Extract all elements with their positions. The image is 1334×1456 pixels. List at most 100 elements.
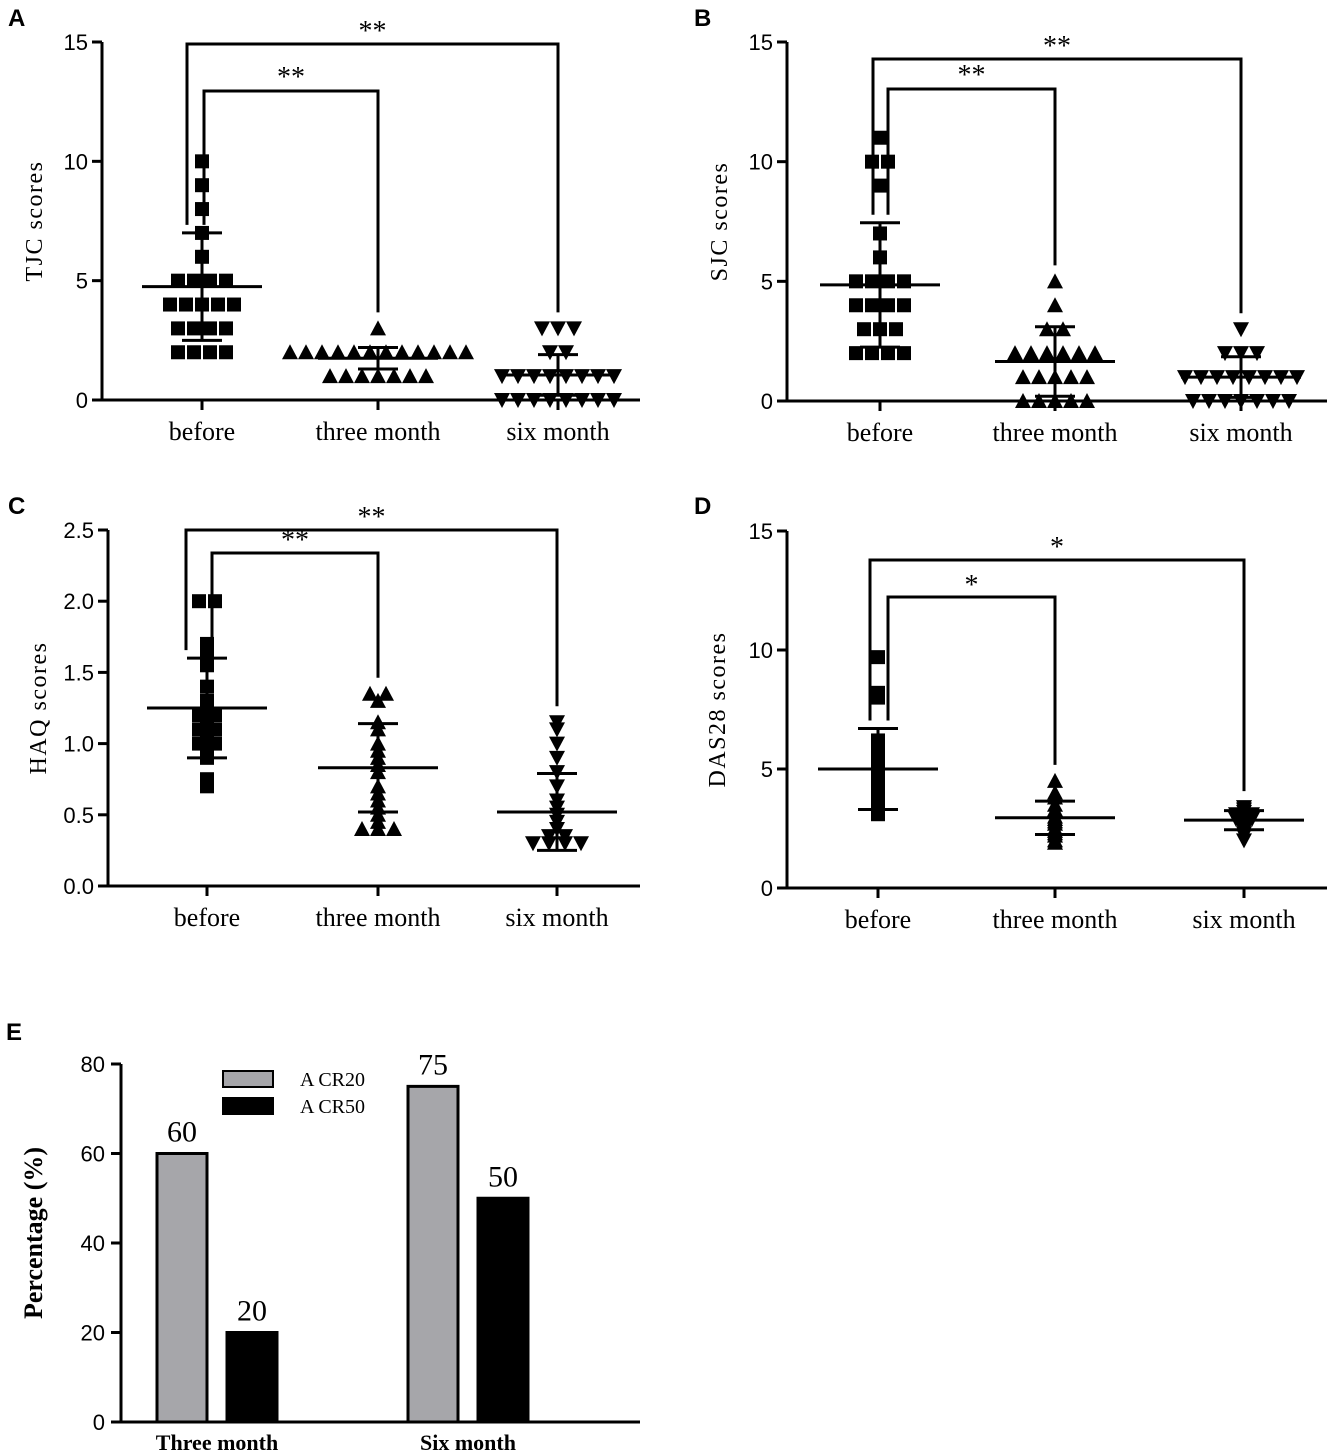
data-point [897, 298, 911, 313]
data-point [1071, 345, 1087, 361]
bar-value-label: 60 [167, 1116, 197, 1149]
x-tick-label: Six month [420, 1430, 516, 1455]
data-point [1047, 834, 1063, 850]
y-tick-label: 0 [93, 1410, 105, 1435]
data-point [192, 594, 206, 609]
y-axis-label: SJC scores [707, 162, 733, 282]
y-tick-label: 2.0 [63, 589, 94, 614]
data-point [314, 344, 330, 360]
data-point [211, 297, 225, 312]
data-point [494, 393, 510, 408]
data-point [525, 836, 541, 852]
data-point [442, 344, 458, 360]
bar [476, 1196, 530, 1424]
data-point [881, 298, 895, 313]
y-tick-label: 20 [81, 1321, 105, 1346]
data-point [558, 345, 574, 361]
data-point [542, 345, 558, 361]
data-point [195, 178, 209, 193]
data-point [574, 369, 590, 385]
x-tick-label: six month [1192, 905, 1295, 934]
bar-value-label: 20 [237, 1295, 267, 1328]
data-point [354, 821, 370, 837]
y-tick-label: 5 [761, 757, 773, 782]
data-point [1233, 322, 1249, 338]
data-point [1063, 393, 1079, 408]
data-point [1015, 393, 1031, 408]
bar-value-label: 50 [488, 1160, 518, 1193]
y-axis-label: TJC scores [22, 161, 48, 282]
data-point [1233, 346, 1249, 362]
data-point [370, 821, 386, 837]
x-tick-label: before [845, 905, 911, 934]
data-point [378, 685, 394, 701]
y-tick-label: 15 [749, 30, 773, 55]
bar-value-label: 75 [418, 1048, 448, 1081]
data-point [849, 346, 863, 361]
data-point [1047, 393, 1063, 408]
data-point [549, 722, 565, 738]
data-point [386, 821, 402, 837]
data-point [881, 346, 895, 361]
data-point [370, 692, 386, 708]
significance-label: ** [958, 60, 986, 91]
data-point [534, 321, 550, 337]
data-point [402, 368, 418, 384]
data-point [510, 393, 526, 408]
y-tick-label: 1.5 [63, 660, 94, 685]
data-point [227, 297, 241, 312]
panel-label: D [694, 493, 711, 520]
data-point [1047, 772, 1063, 788]
bar [406, 1084, 460, 1424]
data-point [1236, 833, 1252, 849]
data-point [573, 836, 589, 852]
y-tick-label: 0 [761, 389, 773, 414]
x-tick-label: three month [993, 418, 1118, 447]
data-point [362, 685, 378, 701]
data-point [362, 344, 378, 360]
significance-label: ** [358, 502, 386, 533]
y-tick-label: 60 [81, 1142, 105, 1167]
legend-swatch [222, 1070, 274, 1088]
data-point [557, 836, 573, 852]
data-point [1031, 369, 1047, 385]
data-point [558, 369, 574, 385]
data-point [1087, 345, 1103, 361]
data-point [873, 130, 887, 145]
data-point [542, 393, 558, 408]
data-point [171, 273, 185, 288]
data-point [203, 321, 217, 336]
data-point [282, 344, 298, 360]
data-point [549, 736, 565, 752]
data-point [1055, 345, 1071, 361]
y-axis-label: DAS28 scores [705, 632, 731, 788]
data-point [865, 346, 879, 361]
y-tick-label: 5 [761, 269, 773, 294]
data-point [1281, 394, 1297, 409]
bar [155, 1152, 209, 1424]
data-point [549, 750, 565, 766]
data-point [394, 344, 410, 360]
data-point [298, 344, 314, 360]
data-point [871, 650, 885, 665]
data-point [219, 321, 233, 336]
data-point [1039, 321, 1055, 337]
data-point [187, 321, 201, 336]
significance-label: ** [1043, 31, 1071, 62]
data-point [1249, 346, 1265, 362]
data-point [494, 369, 510, 385]
data-point [370, 368, 386, 384]
data-point [1055, 321, 1071, 337]
data-point [526, 369, 542, 385]
data-point [330, 344, 346, 360]
data-point [606, 369, 622, 385]
data-point [179, 297, 193, 312]
data-point [590, 393, 606, 408]
significance-bracket [886, 595, 1057, 765]
data-point [889, 322, 903, 337]
data-point [163, 297, 177, 312]
significance-label: * [1050, 532, 1064, 563]
y-tick-label: 2.5 [63, 518, 94, 543]
data-point [346, 344, 362, 360]
